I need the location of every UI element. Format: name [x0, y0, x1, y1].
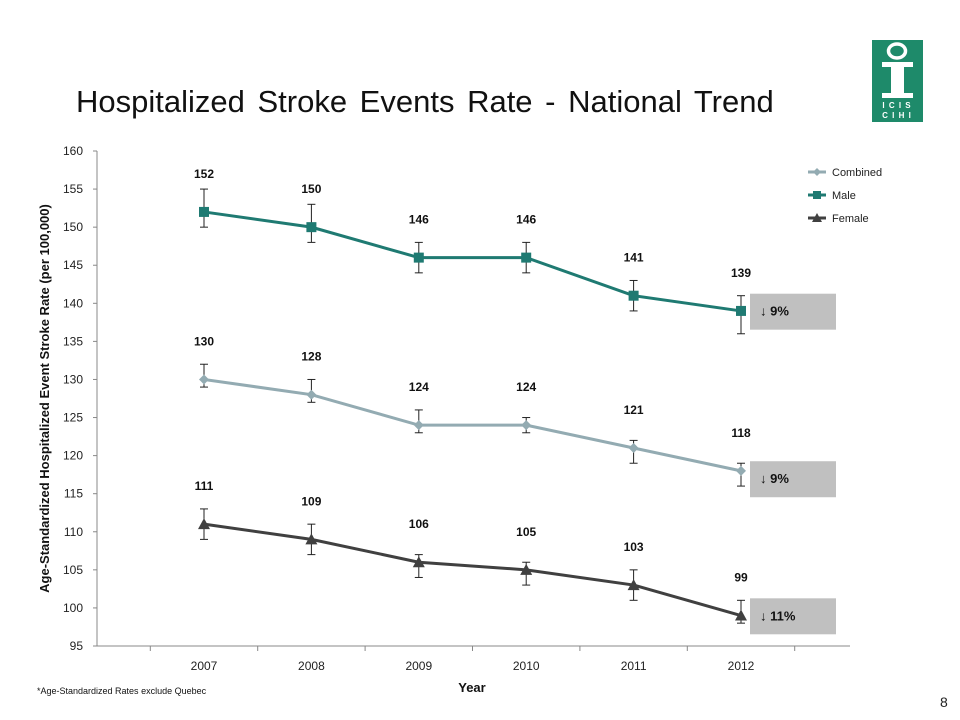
cihi-logo: I C I S C I H I	[872, 40, 923, 122]
data-point-male	[736, 305, 746, 316]
series-line-female	[203, 522, 742, 617]
y-tick-label: 150	[63, 220, 83, 234]
data-label-female: 105	[516, 525, 536, 539]
error-bars	[200, 188, 745, 624]
data-point-male	[521, 252, 532, 263]
series-lines	[203, 210, 742, 617]
legend-label-female: Female	[832, 213, 869, 225]
series-line-combined	[203, 377, 742, 473]
x-tick-label: 2008	[298, 659, 325, 673]
data-label-male: 141	[624, 251, 644, 265]
data-point-combined	[306, 389, 317, 400]
data-label-male: 139	[731, 266, 751, 280]
data-point-female	[735, 609, 747, 621]
chart-axes	[93, 150, 850, 651]
legend-marker-female	[812, 213, 822, 222]
y-tick-label: 160	[63, 144, 83, 158]
data-point-male	[413, 252, 424, 263]
data-label-male: 146	[409, 213, 429, 227]
data-point-female	[520, 563, 533, 575]
x-tick-labels: 2007 2008 2009 2010 2011 2012	[191, 659, 755, 673]
legend: Combined Male Female	[808, 167, 882, 225]
data-point-combined	[413, 420, 424, 431]
data-label-combined: 118	[731, 426, 751, 440]
change-box-combined	[750, 461, 836, 498]
footnote: *Age-Standardized Rates exclude Quebec	[37, 686, 207, 696]
data-labels: 130 128 124 124 121 118 152 150 146 146 141 139 111 1…	[194, 167, 751, 585]
data-label-female: 109	[301, 494, 321, 508]
change-boxes: ↓ 9% ↓ 9% ↓ 11%	[750, 293, 836, 635]
x-axis-label: Year	[458, 680, 485, 695]
change-label-male: ↓ 9%	[760, 304, 789, 319]
logo-text-bottom: C I H I	[882, 111, 912, 120]
data-point-combined	[736, 465, 746, 476]
data-label-female: 103	[624, 540, 644, 554]
data-point-female	[305, 533, 318, 545]
data-point-female	[198, 518, 210, 530]
logo-text-top: I C I S	[882, 101, 911, 110]
data-point-female	[412, 556, 425, 568]
x-tick-label: 2007	[191, 659, 218, 673]
data-label-female: 99	[734, 571, 748, 585]
data-label-combined: 128	[301, 350, 321, 364]
y-tick-label: 105	[63, 563, 83, 577]
data-point-male	[199, 206, 209, 217]
data-point-combined	[521, 420, 532, 431]
data-point-combined	[628, 443, 639, 453]
y-tick-label: 120	[63, 449, 83, 463]
y-tick-label: 110	[64, 525, 83, 539]
data-label-combined: 124	[516, 380, 536, 394]
x-tick-label: 2009	[405, 659, 432, 673]
data-label-combined: 121	[624, 403, 644, 417]
data-label-male: 150	[301, 182, 321, 196]
x-tick-label: 2012	[728, 659, 755, 673]
y-axis-label: Age-Standardized Hospitalized Event Stro…	[37, 204, 52, 593]
data-point-male	[628, 290, 639, 301]
y-tick-label: 130	[63, 372, 83, 386]
y-tick-label: 100	[63, 601, 83, 615]
y-tick-label: 155	[63, 182, 83, 196]
y-tick-label: 95	[70, 639, 84, 653]
x-tick-label: 2010	[513, 659, 540, 673]
cihi-logo-icon: I C I S C I H I	[882, 42, 913, 120]
change-box-male	[750, 293, 836, 330]
series-markers	[198, 206, 747, 621]
data-point-female	[627, 579, 640, 591]
y-tick-label: 140	[63, 296, 83, 310]
slide-title: Hospitalized Stroke Events Rate - Nation…	[76, 84, 774, 119]
y-tick-label: 115	[64, 487, 83, 501]
y-tick-label: 125	[63, 411, 83, 425]
legend-label-male: Male	[832, 190, 856, 202]
x-tick-label: 2011	[621, 659, 647, 673]
data-label-combined: 130	[194, 334, 214, 348]
page-number: 8	[940, 694, 948, 710]
change-label-female: ↓ 11%	[760, 608, 796, 623]
data-point-combined	[199, 374, 209, 385]
legend-marker-combined	[813, 168, 821, 176]
change-label-combined: ↓ 9%	[760, 471, 789, 486]
legend-marker-male	[813, 191, 821, 199]
y-tick-label: 145	[63, 258, 83, 272]
data-label-female: 111	[195, 479, 214, 493]
data-label-male: 146	[516, 213, 536, 227]
data-label-female: 106	[409, 517, 429, 531]
y-tick-label: 135	[63, 334, 83, 348]
data-label-combined: 124	[409, 380, 429, 394]
data-point-male	[306, 222, 317, 233]
y-tick-labels: 95 100 105 110 115 120 125 130 135 140 145 150 155 16…	[63, 144, 83, 653]
change-box-female	[750, 598, 836, 635]
series-line-male	[203, 210, 742, 313]
data-label-male: 152	[194, 167, 214, 181]
legend-label-combined: Combined	[832, 167, 882, 179]
